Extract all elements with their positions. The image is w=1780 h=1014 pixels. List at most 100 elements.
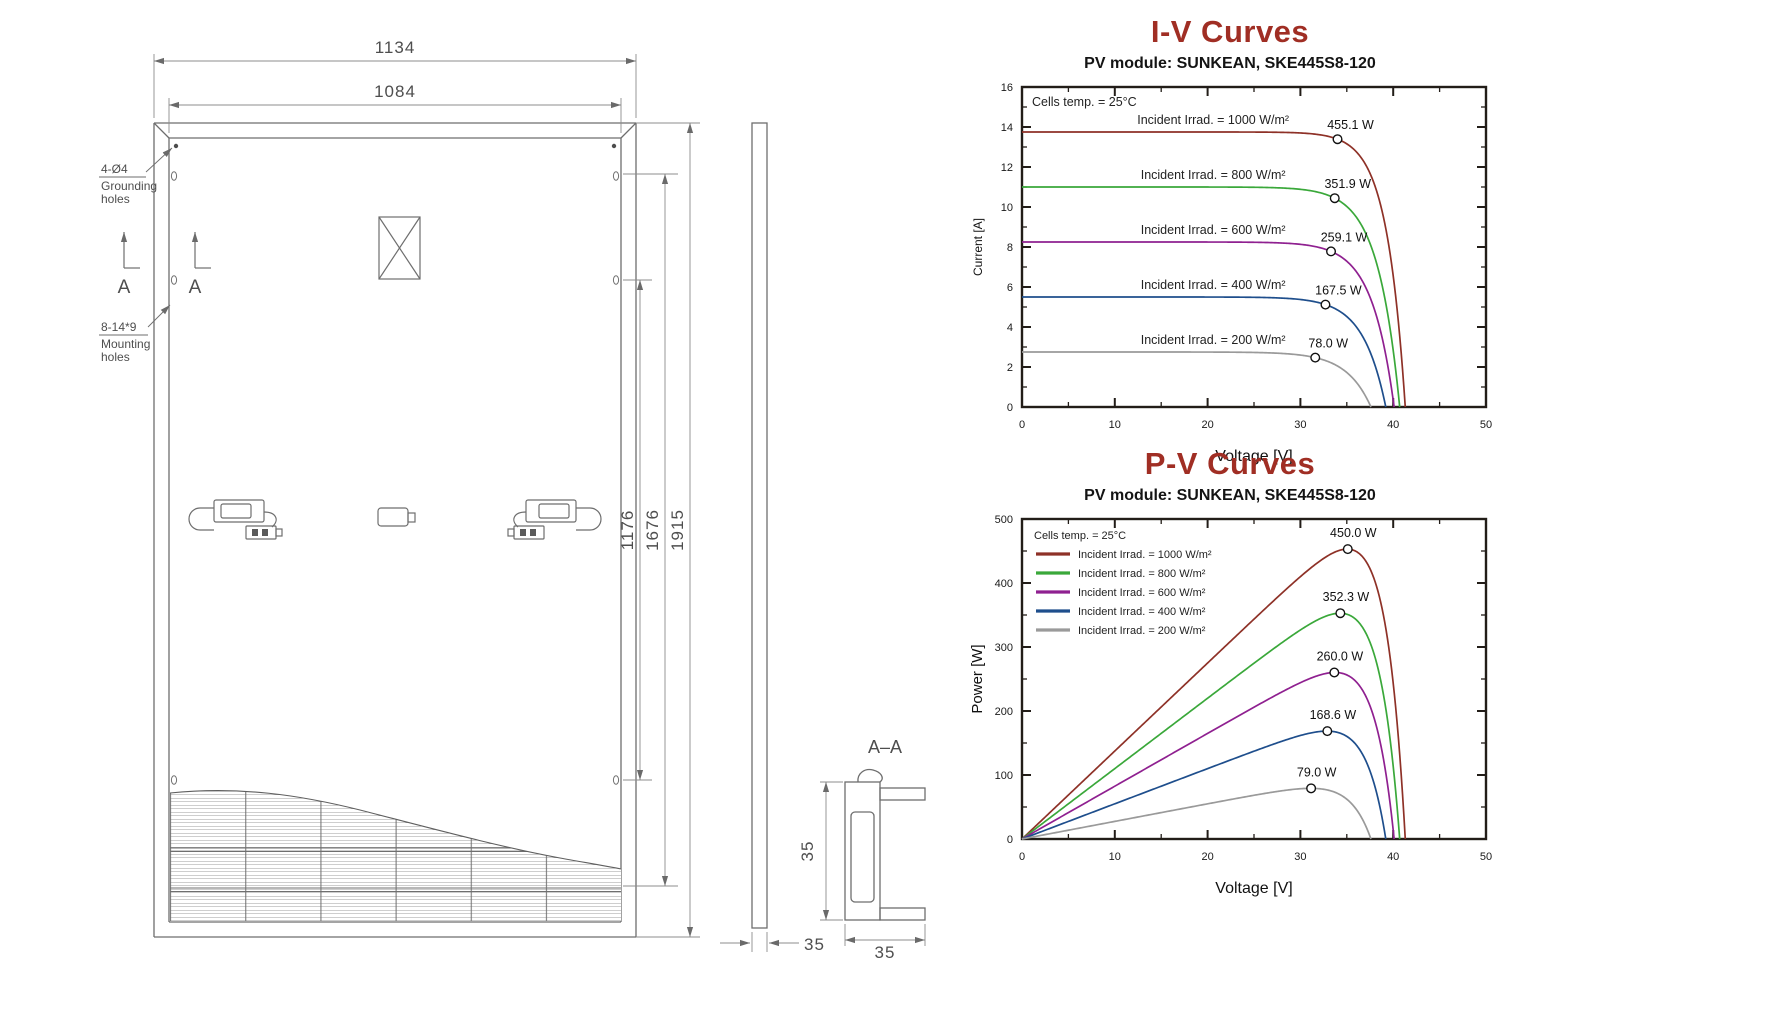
legend-item-800wm2: Incident Irrad. = 800 W/m² — [1078, 568, 1206, 580]
pv-curve-200wm2 — [1021, 787, 1372, 840]
dim-height-1676: 1676 — [643, 509, 662, 551]
cable-connector-middle — [377, 507, 416, 527]
legend-item-400wm2: Incident Irrad. = 400 W/m² — [1078, 606, 1206, 618]
mpp-marker-600wm2 — [1326, 246, 1337, 257]
plot-frame — [1020, 517, 1488, 841]
legend-item-600wm2: Incident Irrad. = 600 W/m² — [1078, 587, 1206, 599]
legend-title: Cells temp. = 25°C — [1034, 530, 1126, 542]
power-label-200wm2: 79.0 W — [1297, 765, 1337, 779]
power-label-600wm2: 260.0 W — [1317, 649, 1364, 663]
iv-plot-area: 0 10 20 30 40 50 0 2 4 6 8 10 12 14 16 Voltage [V] Curre… — [971, 82, 1492, 465]
y-axis-label: Current [A] — [971, 218, 985, 276]
pv-curve-800wm2 — [1021, 612, 1401, 840]
series-label-400wm2: Incident Irrad. = 400 W/m² — [1141, 278, 1286, 292]
pv-module-technical-drawing: 1134 1084 1176 1676 1915 4-Ø4 Grounding … — [99, 38, 926, 962]
y-tick-label: 6 — [1007, 282, 1013, 294]
iv-chart-block: I-V Curves PV module: SUNKEAN, SKE445S8-… — [960, 14, 1500, 469]
pv-curve-1000wm2 — [1021, 548, 1407, 840]
iv-chart-subtitle: PV module: SUNKEAN, SKE445S8-120 — [1084, 55, 1376, 72]
pv-chart-subtitle: PV module: SUNKEAN, SKE445S8-120 — [1084, 487, 1376, 504]
power-label-600wm2: 259.1 W — [1321, 230, 1368, 244]
power-label-800wm2: 351.9 W — [1324, 177, 1371, 191]
section-view-title: A–A — [868, 737, 902, 757]
y-tick-label: 10 — [1001, 202, 1013, 214]
y-tick-label: 8 — [1007, 242, 1013, 254]
y-tick-label: 2 — [1007, 362, 1013, 374]
junction-box — [378, 216, 421, 280]
dim-height-1176: 1176 — [618, 510, 637, 551]
iv-curve-600wm2 — [1022, 241, 1395, 408]
y-tick-label: 400 — [995, 578, 1013, 590]
y-tick-label: 100 — [995, 770, 1013, 782]
series-label-600wm2: Incident Irrad. = 600 W/m² — [1141, 223, 1286, 237]
power-label-1000wm2: 455.1 W — [1327, 118, 1374, 132]
pv-chart-block: P-V Curves PV module: SUNKEAN, SKE445S8-… — [960, 446, 1500, 901]
side-view-dim — [720, 932, 799, 952]
legend-item-1000wm2: Incident Irrad. = 1000 W/m² — [1078, 549, 1212, 561]
dim-side-thickness: 35 — [804, 935, 825, 954]
cells-temp-annotation: Cells temp. = 25°C — [1032, 95, 1137, 109]
legend-item-200wm2: Incident Irrad. = 200 W/m² — [1078, 625, 1206, 637]
y-tick-label: 300 — [995, 642, 1013, 654]
power-label-1000wm2: 450.0 W — [1330, 526, 1377, 540]
dimension-lines — [153, 54, 700, 938]
x-tick-label: 30 — [1294, 419, 1306, 431]
x-axis-label: Voltage [V] — [1215, 880, 1292, 897]
power-label-200wm2: 78.0 W — [1308, 337, 1348, 351]
y-tick-label: 0 — [1007, 834, 1013, 846]
section-cut-marks — [120, 232, 211, 269]
x-tick-label: 40 — [1387, 851, 1399, 863]
series-label-800wm2: Incident Irrad. = 800 W/m² — [1141, 168, 1286, 182]
x-tick-label: 50 — [1480, 851, 1492, 863]
dim-height-1915: 1915 — [668, 509, 687, 551]
iv-chart-title: I-V Curves — [1150, 14, 1310, 49]
y-tick-label: 500 — [995, 514, 1013, 526]
pv-chart-title: P-V Curves — [1144, 446, 1316, 481]
x-tick-label: 10 — [1109, 419, 1121, 431]
x-tick-label: 30 — [1294, 851, 1306, 863]
panel-front-view — [153, 122, 637, 938]
mpp-marker-1000wm2 — [1342, 544, 1353, 555]
mounting-note-line2: Mounting — [101, 337, 150, 351]
mpp-marker-400wm2 — [1320, 299, 1331, 310]
y-axis-label: Power [W] — [969, 644, 986, 713]
grounding-note: 4-Ø4 Grounding holes — [99, 147, 173, 206]
section-letter-a2: A — [189, 277, 202, 298]
x-axis-label: Voltage [V] — [1215, 448, 1292, 465]
dim-inner-width: 1084 — [374, 82, 416, 101]
y-tick-label: 4 — [1007, 322, 1013, 334]
section-letter-a1: A — [118, 277, 131, 298]
mpp-marker-200wm2 — [1306, 783, 1317, 794]
power-label-800wm2: 352.3 W — [1323, 590, 1370, 604]
mounting-note: 8-14*9 Mounting holes — [99, 304, 171, 364]
grounding-holes — [173, 143, 617, 149]
mpp-marker-400wm2 — [1322, 726, 1333, 737]
frame-section-view — [844, 768, 926, 921]
cable-connector-right — [507, 499, 602, 540]
cable-connector-left — [188, 499, 283, 540]
grounding-note-line2: Grounding — [101, 179, 157, 193]
pv-curve-400wm2 — [1021, 730, 1387, 840]
legend: Cells temp. = 25°C Incident Irrad. = 1000… — [1034, 530, 1212, 637]
x-tick-label: 0 — [1019, 419, 1025, 431]
y-tick-label: 12 — [1001, 162, 1013, 174]
mounting-note-line3: holes — [101, 350, 130, 364]
plot-frame — [1020, 85, 1488, 409]
y-tick-label: 200 — [995, 706, 1013, 718]
x-tick-label: 20 — [1201, 851, 1213, 863]
series-label-1000wm2: Incident Irrad. = 1000 W/m² — [1137, 113, 1289, 127]
mpp-marker-600wm2 — [1329, 667, 1340, 678]
solar-cells-area — [169, 790, 622, 921]
grounding-note-line1: 4-Ø4 — [101, 162, 128, 176]
dim-outer-width: 1134 — [375, 38, 416, 57]
mpp-marker-800wm2 — [1329, 193, 1340, 204]
x-tick-label: 50 — [1480, 419, 1492, 431]
x-tick-label: 40 — [1387, 419, 1399, 431]
mpp-marker-800wm2 — [1335, 608, 1346, 619]
x-tick-label: 0 — [1019, 851, 1025, 863]
x-tick-label: 20 — [1201, 419, 1213, 431]
y-tick-label: 0 — [1007, 402, 1013, 414]
iv-plot: 0 10 20 30 40 50 0 2 4 6 8 10 12 14 16 Voltage [V] Curre… — [971, 82, 1492, 465]
